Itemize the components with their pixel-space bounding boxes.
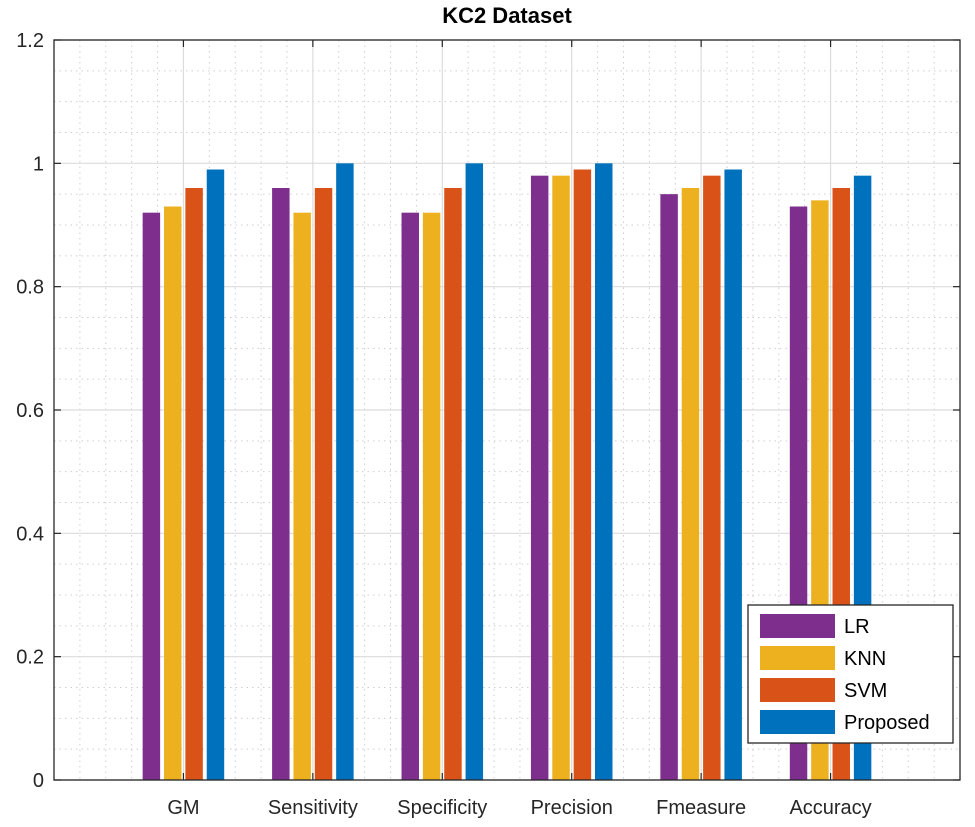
bar-svm-specificity <box>444 188 462 780</box>
legend-swatch-proposed <box>760 710 835 734</box>
bar-knn-specificity <box>422 212 441 780</box>
y-tick-label: 0.4 <box>16 523 44 545</box>
bar-proposed-gm <box>206 169 225 780</box>
legend-label-lr: LR <box>844 616 870 638</box>
bar-proposed-fmeasure <box>724 169 742 780</box>
y-tick-label: 0 <box>33 770 44 792</box>
x-tick-label: Precision <box>531 797 613 819</box>
legend-swatch-lr <box>760 614 835 638</box>
legend-swatch-knn <box>760 646 835 670</box>
x-tick-label: Specificity <box>397 797 487 819</box>
bar-proposed-precision <box>595 163 613 781</box>
y-axis-ticks: 0 0.2 0.4 0.6 0.8 1 1.2 <box>16 30 960 792</box>
legend-label-svm: SVM <box>844 680 887 702</box>
bars <box>142 163 872 781</box>
bar-svm-sensitivity <box>314 188 333 780</box>
bar-lr-specificity <box>401 212 419 780</box>
x-tick-label: Fmeasure <box>656 797 746 819</box>
bar-proposed-sensitivity <box>336 163 354 781</box>
legend-label-proposed: Proposed <box>844 712 930 734</box>
y-tick-label: 0.6 <box>16 400 44 422</box>
legend-swatch-svm <box>760 678 835 702</box>
x-tick-label: Accuracy <box>789 797 871 819</box>
x-tick-label: Sensitivity <box>268 797 358 819</box>
bar-svm-precision <box>573 169 592 780</box>
bar-knn-precision <box>552 175 570 780</box>
legend: LR KNN SVM Proposed <box>747 604 954 744</box>
bar-knn-gm <box>164 206 182 780</box>
bar-lr-gm <box>142 212 161 780</box>
bar-svm-gm <box>185 188 203 780</box>
legend-label-knn: KNN <box>844 648 886 670</box>
chart-title: KC2 Dataset <box>442 3 572 28</box>
bar-proposed-specificity <box>465 163 484 781</box>
bar-lr-sensitivity <box>272 188 290 780</box>
y-tick-label: 1.2 <box>16 30 44 52</box>
x-tick-label: GM <box>167 797 199 819</box>
y-tick-label: 0.8 <box>16 277 44 299</box>
y-tick-label: 1 <box>33 153 44 175</box>
bar-knn-sensitivity <box>293 212 311 780</box>
bar-lr-precision <box>530 175 549 780</box>
bar-lr-fmeasure <box>660 194 678 780</box>
x-axis-ticks: GM Sensitivity Specificity Precision Fmeasur… <box>167 40 872 819</box>
bar-svm-fmeasure <box>703 175 721 780</box>
bar-knn-fmeasure <box>681 188 700 780</box>
y-tick-label: 0.2 <box>16 647 44 669</box>
